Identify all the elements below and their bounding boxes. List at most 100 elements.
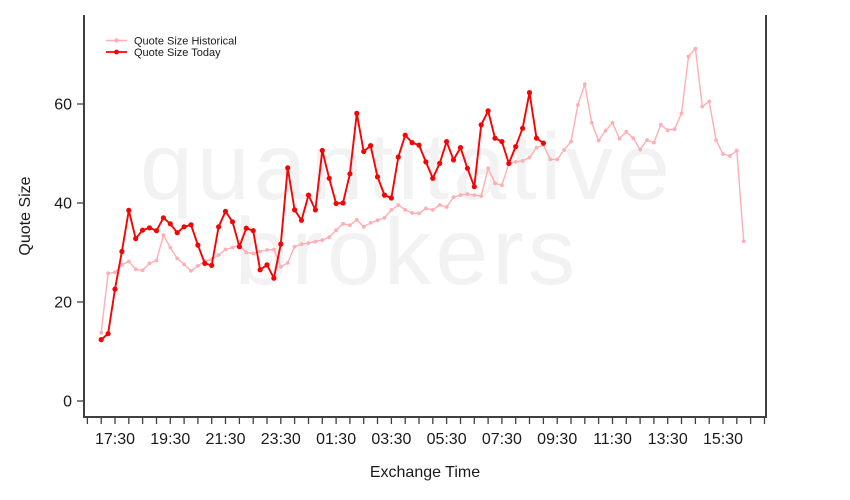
- x-tick-label: 19:30: [150, 431, 190, 448]
- data-point-marker: [513, 160, 518, 164]
- data-point-marker: [99, 330, 104, 335]
- data-point-marker: [182, 262, 187, 267]
- x-tick-label: 21:30: [205, 431, 245, 448]
- data-point-marker: [147, 261, 152, 266]
- data-point-marker: [417, 211, 421, 216]
- data-point-marker: [292, 244, 297, 249]
- data-point-marker: [126, 207, 132, 213]
- x-tick-label: 17:30: [95, 431, 135, 448]
- data-point-marker: [195, 242, 201, 248]
- data-point-marker: [160, 215, 166, 221]
- x-tick-label: 11:30: [593, 431, 632, 448]
- data-point-marker: [347, 171, 353, 177]
- data-point-marker: [499, 139, 505, 145]
- data-point-marker: [189, 268, 193, 273]
- data-point-marker: [133, 267, 138, 272]
- data-point-marker: [451, 195, 456, 200]
- data-point-marker: [209, 262, 215, 268]
- y-tick-label: 40: [54, 196, 72, 213]
- data-point-marker: [348, 223, 352, 228]
- data-point-marker: [319, 147, 325, 154]
- data-point-marker: [569, 139, 573, 144]
- data-point-marker: [361, 224, 366, 229]
- data-point-marker: [222, 208, 229, 214]
- data-point-marker: [306, 241, 311, 246]
- data-point-marker: [381, 192, 388, 198]
- data-point-marker: [119, 248, 125, 255]
- data-point-marker: [520, 125, 526, 131]
- data-point-marker: [533, 135, 540, 141]
- data-point-marker: [374, 174, 381, 180]
- legend-swatch-historical-dot: [114, 38, 119, 43]
- data-point-marker: [700, 104, 705, 109]
- data-point-marker: [734, 148, 739, 153]
- data-point-marker: [520, 159, 525, 163]
- data-point-marker: [493, 181, 497, 186]
- data-point-marker: [334, 228, 338, 233]
- data-point-marker: [645, 138, 649, 143]
- data-point-marker: [105, 331, 111, 337]
- data-point-marker: [624, 129, 629, 134]
- data-point-marker: [437, 160, 443, 166]
- data-point-marker: [548, 157, 553, 162]
- data-point-marker: [471, 184, 477, 190]
- legend: Quote Size Historical Quote Size Today: [106, 35, 237, 59]
- data-point-marker: [403, 208, 408, 212]
- data-point-marker: [672, 127, 677, 132]
- data-point-marker: [603, 128, 608, 133]
- data-point-marker: [271, 275, 277, 281]
- data-point-marker: [617, 136, 622, 141]
- x-tick-label: 05:30: [427, 431, 467, 448]
- data-point-marker: [250, 228, 256, 234]
- data-point-marker: [402, 132, 408, 138]
- legend-label-today: Quote Size Today: [134, 47, 221, 59]
- data-point-marker: [181, 224, 187, 230]
- data-point-marker: [458, 193, 463, 198]
- data-point-marker: [410, 211, 414, 215]
- y-axis-title: Quote Size: [17, 176, 34, 255]
- data-point-marker: [526, 90, 533, 96]
- data-point-marker: [423, 159, 429, 165]
- x-tick-label: 15:30: [703, 431, 743, 448]
- data-point-marker: [167, 221, 173, 227]
- data-point-marker: [140, 268, 145, 273]
- legend-label-historical: Quote Size Historical: [134, 35, 237, 47]
- data-point-marker: [693, 46, 698, 51]
- x-tick-label: 09:30: [537, 431, 577, 448]
- data-point-marker: [299, 242, 304, 247]
- data-point-marker: [285, 261, 290, 265]
- data-point-marker: [741, 239, 746, 244]
- data-point-marker: [133, 236, 139, 242]
- data-point-marker: [327, 235, 332, 240]
- data-point-marker: [665, 128, 670, 133]
- data-point-marker: [313, 239, 318, 244]
- data-point-marker: [424, 206, 428, 211]
- data-point-marker: [679, 111, 684, 116]
- data-point-marker: [389, 208, 394, 212]
- data-point-marker: [333, 200, 339, 207]
- data-point-marker: [312, 207, 318, 213]
- data-point-marker: [500, 183, 504, 188]
- series-line: [100, 91, 545, 341]
- data-point-marker: [258, 249, 262, 254]
- data-point-marker: [631, 136, 636, 141]
- data-point-marker: [610, 120, 615, 125]
- data-point-marker: [229, 219, 236, 225]
- series-layer: [98, 46, 746, 343]
- data-point-marker: [638, 147, 642, 152]
- y-tick-label: 0: [63, 394, 72, 411]
- data-point-marker: [506, 160, 512, 166]
- data-point-marker: [534, 145, 539, 150]
- data-point-marker: [265, 248, 269, 252]
- data-point-marker: [513, 144, 519, 150]
- data-point-marker: [106, 271, 110, 276]
- data-point-marker: [340, 200, 346, 206]
- data-point-marker: [113, 270, 117, 275]
- data-point-marker: [714, 138, 718, 143]
- data-point-marker: [174, 230, 180, 236]
- data-point-marker: [326, 175, 332, 181]
- data-point-marker: [576, 103, 580, 107]
- watermark-text-line2: brokers: [234, 199, 580, 305]
- data-point-marker: [112, 286, 118, 292]
